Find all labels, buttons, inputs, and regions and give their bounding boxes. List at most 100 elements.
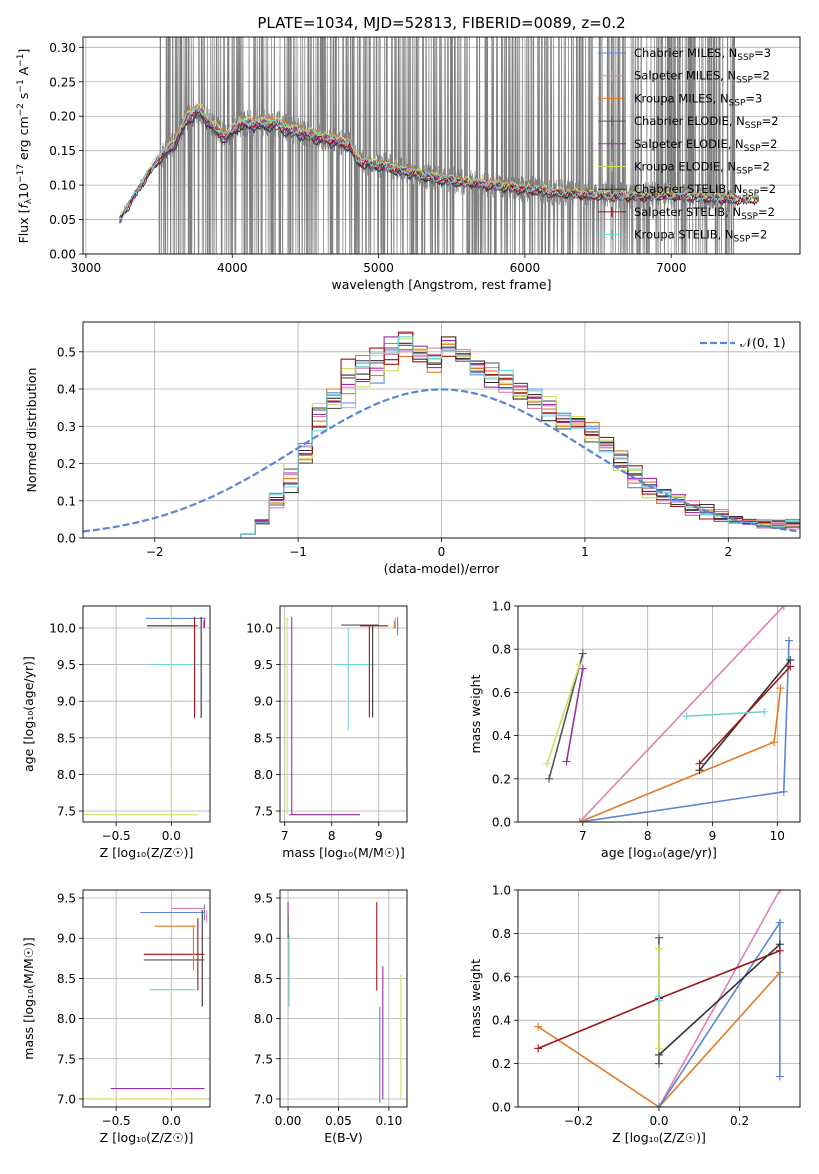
model-line-chabrier-elodie <box>119 113 760 224</box>
x-tick-label: 9 <box>709 829 717 843</box>
legend-entry-kroupa-elodie: Kroupa ELODIE, NSSP=2 <box>634 160 770 177</box>
x-axis-label: Z [log₁₀(Z/Z☉)] <box>100 1130 194 1145</box>
y-axis-label: Normed distribution <box>24 368 39 493</box>
y-tick-label: 8.0 <box>57 768 76 782</box>
weight-line-chabrier-miles <box>579 640 790 822</box>
legend-entry-chabrier-elodie-part: Chabrier ELODIE, N <box>634 114 745 128</box>
panel-age-vs-Z: −0.5 0.0 7.5 8.0 8.5 9.0 9.5 10.0 Z [log₁₀(Z/Z☉)… <box>21 605 211 860</box>
x-tick-label: 0.2 <box>730 1114 749 1128</box>
panel-spectrum: 3000 4000 5000 6000 7000 0.00 0.05 0.10 0.15 0.20… <box>16 14 801 292</box>
weight-marker <box>578 649 587 658</box>
weight-marker <box>655 1103 663 1107</box>
panel-weight-vs-age: 7 8 9 10 0.0 0.2 0.4 0.6 0.8 1.0 age [log₁₀(age/yr… <box>468 600 801 860</box>
grid <box>83 890 210 1107</box>
legend-entry-kroupa-elodie-part: =2 <box>753 160 770 174</box>
x-tick-label: 7 <box>579 829 587 843</box>
data-point-kroupa-elodie <box>83 606 198 816</box>
model-line-kroupa-stelib <box>119 106 760 220</box>
legend-entry-salpeter-stelib-part: SSP <box>741 212 758 222</box>
y-tick-label: 7.5 <box>57 1052 76 1066</box>
legend-entry-salpeter-stelib: Salpeter STELIB, NSSP=2 <box>634 205 775 222</box>
x-tick-label: 0 <box>438 545 446 559</box>
x-tick-label: 2 <box>724 545 732 559</box>
y-tick-label: 9.5 <box>254 658 273 672</box>
plot-area <box>83 606 206 816</box>
weight-marker <box>775 940 784 949</box>
x-axis-label: (data-model)/error <box>384 561 501 576</box>
y-axis-label: age [log₁₀(age/yr)] <box>21 656 36 772</box>
plot-area <box>543 606 795 822</box>
weight-marker <box>784 636 793 645</box>
x-tick-label: 0.0 <box>649 1114 668 1128</box>
y-tick-label: 0.2 <box>492 772 511 786</box>
axes-frame <box>279 605 408 823</box>
x-tick-label: 10 <box>770 829 785 843</box>
y-axis-label-part: ] <box>16 49 31 54</box>
y-tick-label: 0.6 <box>492 686 511 700</box>
x-tick-label: 7 <box>281 829 289 843</box>
legend-entry-salpeter-miles-part: Salpeter MILES, N <box>634 69 736 83</box>
weight-marker <box>695 759 704 768</box>
y-tick-label: 0.8 <box>492 643 511 657</box>
y-tick-label: 0.2 <box>57 457 76 471</box>
y-axis-label: mass [log₁₀(M/M☉)] <box>21 937 36 1059</box>
grid <box>280 606 407 822</box>
y-tick-label: 0.00 <box>49 248 76 262</box>
legend-entry-chabrier-miles-part: SSP <box>737 53 754 63</box>
weight-line-chabrier-elodie <box>548 653 584 780</box>
y-axis-label-part: f <box>16 203 31 209</box>
x-tick-label: −1 <box>289 545 307 559</box>
weight-marker <box>776 684 785 693</box>
y-tick-label: 0.5 <box>57 345 76 359</box>
y-axis-label-part: λ <box>24 198 34 204</box>
y-tick-label: 0.0 <box>492 816 511 830</box>
y-axis-label: mass weight <box>468 674 483 753</box>
y-tick-label: 8.5 <box>254 731 273 745</box>
x-tick-label: 0.0 <box>162 1114 181 1128</box>
y-tick-label: 0.3 <box>57 420 76 434</box>
weight-marker <box>655 1044 663 1053</box>
legend-entry-salpeter-elodie-part: Salpeter ELODIE, N <box>634 137 744 151</box>
legend-entry-chabrier-stelib: Chabrier STELIB, NSSP=2 <box>634 182 776 199</box>
axes-frame <box>82 605 211 823</box>
grid <box>83 606 210 822</box>
x-tick-label: 0.00 <box>275 1114 302 1128</box>
weight-line-chabrier-stelib <box>658 943 781 1056</box>
plot-area <box>287 902 402 1103</box>
weight-line-salpeter-miles <box>658 890 781 1107</box>
y-tick-label: 9.5 <box>57 892 76 906</box>
y-tick-label: 10.0 <box>246 621 273 635</box>
y-tick-label: 9.0 <box>57 932 76 946</box>
axes-frame <box>517 889 801 1108</box>
y-axis-label-part: −17 <box>16 164 26 183</box>
x-tick-label: 0.0 <box>162 829 181 843</box>
x-axis-label: Z [log₁₀(Z/Z☉)] <box>100 845 194 860</box>
y-tick-label: 9.0 <box>57 695 76 709</box>
weight-line-kroupa-elodie <box>546 664 581 764</box>
weight-marker <box>655 944 663 953</box>
y-tick-label: 0.0 <box>492 1101 511 1115</box>
normal-distribution-curve <box>83 388 800 533</box>
x-tick-label: 6000 <box>510 261 541 275</box>
y-tick-label: 0.20 <box>49 110 76 124</box>
legend-entry-salpeter-elodie-part: SSP <box>744 144 761 154</box>
legend-entry-chabrier-elodie-part: =2 <box>762 114 779 128</box>
weight-marker <box>655 992 663 1001</box>
weight-marker <box>775 1072 784 1081</box>
legend-entry-chabrier-stelib-part: Chabrier STELIB, N <box>634 182 742 196</box>
plot-area <box>119 37 760 254</box>
histogram-chabrier-stelib <box>240 336 800 538</box>
legend-entry-chabrier-miles-part: =3 <box>754 46 771 60</box>
x-axis-label: age [log₁₀(age/yr)] <box>601 845 717 860</box>
histogram-salpeter-elodie <box>240 336 800 538</box>
histogram-kroupa-miles <box>240 342 800 538</box>
y-tick-label: 9.0 <box>254 695 273 709</box>
weight-marker <box>534 1044 543 1053</box>
y-tick-label: 8.0 <box>254 768 273 782</box>
weight-marker <box>775 918 784 927</box>
legend-entry-chabrier-elodie-part: SSP <box>745 121 762 131</box>
data-point-salpeter-stelib <box>359 625 389 718</box>
y-axis-label: Flux [fλ10−17 erg cm−2 s−1 A−1] <box>16 49 34 244</box>
y-tick-label: 9.5 <box>57 658 76 672</box>
